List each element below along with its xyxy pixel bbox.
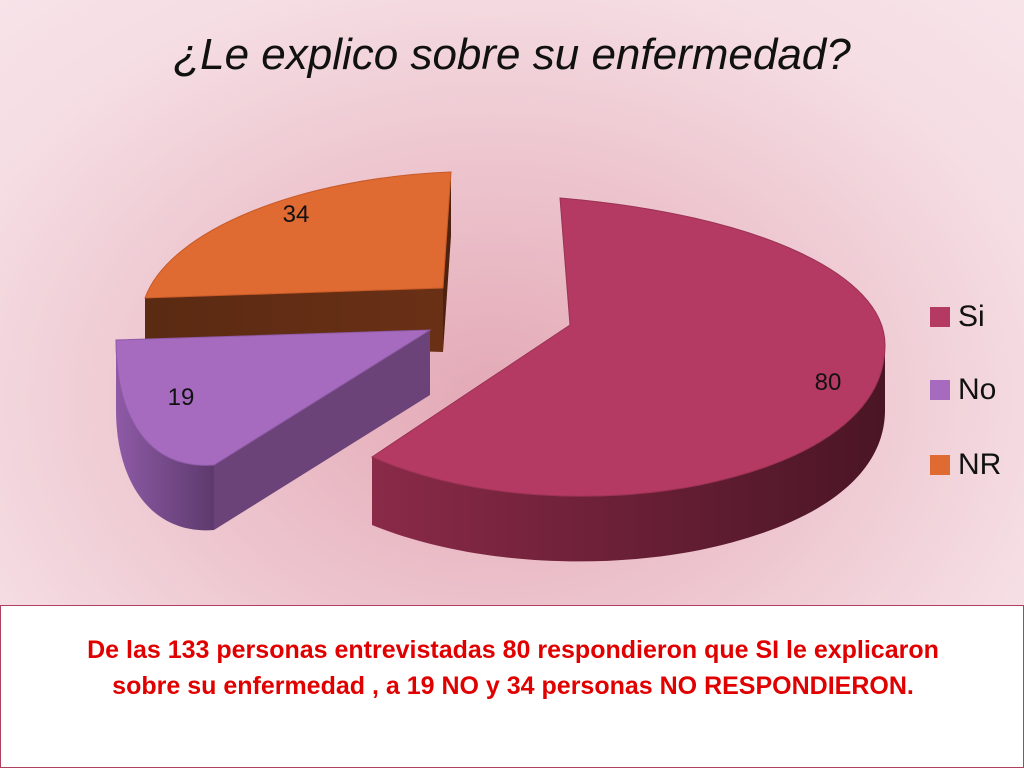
legend-swatch-nr xyxy=(930,454,950,475)
pie-slice-no xyxy=(115,329,432,531)
data-label-no: 19 xyxy=(168,384,195,411)
pie-slice-no-top xyxy=(115,329,432,466)
pie-slice-si-top xyxy=(370,197,886,497)
legend-item-si: Si xyxy=(930,298,1001,335)
legend-swatch-no xyxy=(930,379,950,400)
legend-label-si: Si xyxy=(958,299,985,333)
data-label-nr: 34 xyxy=(283,201,310,228)
caption-text: De las 133 personas entrevistadas 80 res… xyxy=(87,636,939,700)
pie-slice-nr xyxy=(144,171,452,352)
pie-slice-no-outer xyxy=(116,340,214,531)
legend-label-no: No xyxy=(958,372,997,406)
slide-title: ¿Le explico sobre su enfermedad? xyxy=(173,30,851,79)
data-label-si: 80 xyxy=(815,369,842,396)
caption-box: De las 133 personas entrevistadas 80 res… xyxy=(0,605,1024,768)
pie-slice-no-side xyxy=(214,330,430,530)
pie-slice-nr-side-right xyxy=(443,172,451,352)
chart-legend: Si No NR xyxy=(930,298,1001,483)
legend-label-nr: NR xyxy=(958,447,1002,481)
pie-chart: 34 19 80 xyxy=(115,171,886,562)
legend-item-nr: NR xyxy=(930,446,1001,483)
legend-swatch-si xyxy=(930,306,950,327)
pie-slice-si-outer xyxy=(372,345,885,562)
pie-slice-si xyxy=(370,197,886,562)
pie-slice-nr-top xyxy=(144,171,452,299)
legend-item-no: No xyxy=(930,371,1001,408)
